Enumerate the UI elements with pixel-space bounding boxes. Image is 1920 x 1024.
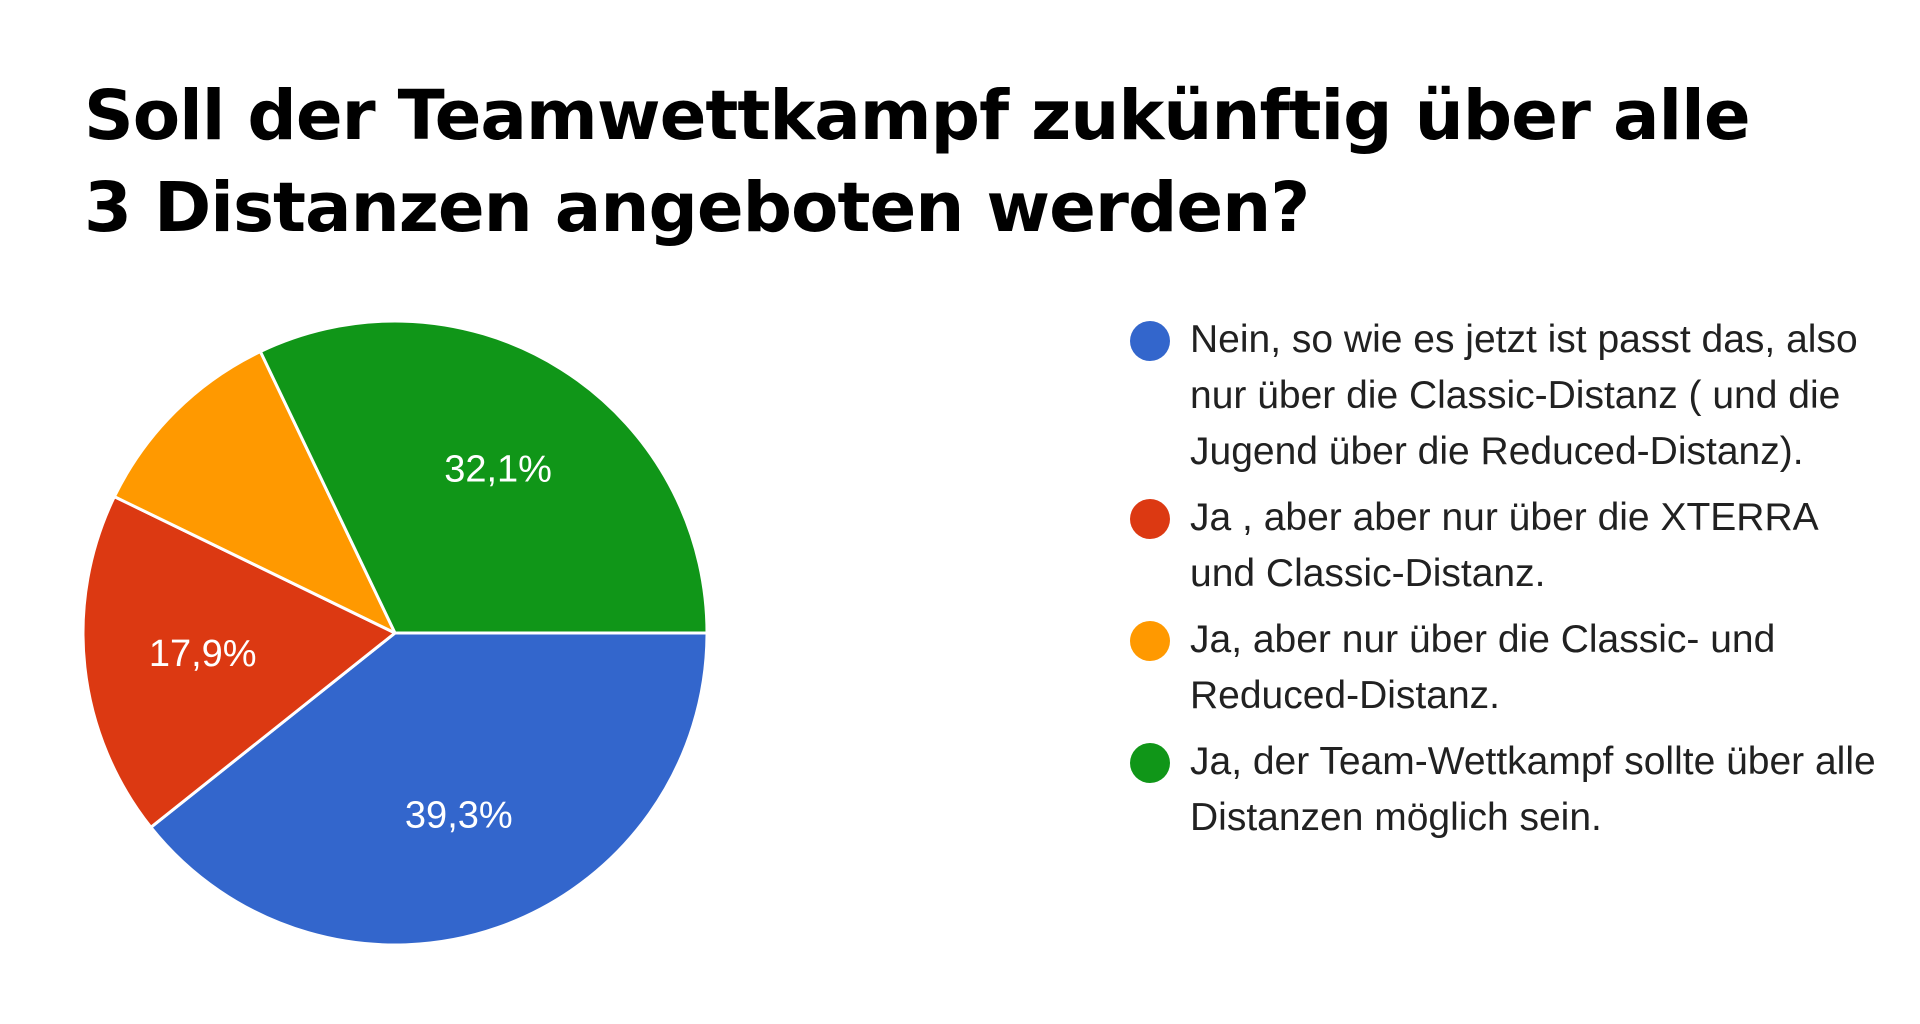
legend-label: Ja , aber aber nur über die XTERRA und C… [1190,496,1817,595]
chart-title-line-1: Soll der Teamwettkampf zukünftig über al… [84,76,1751,156]
legend-label: Nein, so wie es jetzt ist passt das, als… [1190,318,1858,473]
slice-value-label: 39,3% [405,795,513,837]
slice-value-label: 17,9% [149,633,257,675]
pie-slice[interactable] [258,319,709,635]
pie-slice[interactable] [112,350,397,635]
pie-slice[interactable] [81,495,397,829]
legend-swatch [1130,499,1170,539]
legend-label: Ja, aber nur über die Classic- und Reduc… [1190,618,1776,717]
legend-swatch [1130,321,1170,361]
legend-label: Ja, der Team-Wettkampf sollte über alle … [1190,740,1876,839]
slice-value-label: 32,1% [444,448,552,490]
legend-item[interactable]: Ja, aber nur über die Classic- und Reduc… [1130,612,1890,724]
legend-item[interactable]: Ja, der Team-Wettkampf sollte über alle … [1130,734,1890,846]
legend-item[interactable]: Nein, so wie es jetzt ist passt das, als… [1130,312,1890,480]
chart-legend: Nein, so wie es jetzt ist passt das, als… [1130,312,1890,856]
legend-swatch [1130,743,1170,783]
legend-swatch [1130,621,1170,661]
chart-title: Soll der Teamwettkampf zukünftig über al… [84,70,1784,254]
legend-item[interactable]: Ja , aber aber nur über die XTERRA und C… [1130,490,1890,602]
pie-slice[interactable] [149,631,709,947]
chart-title-line-2: 3 Distanzen angeboten werden? [84,168,1310,248]
